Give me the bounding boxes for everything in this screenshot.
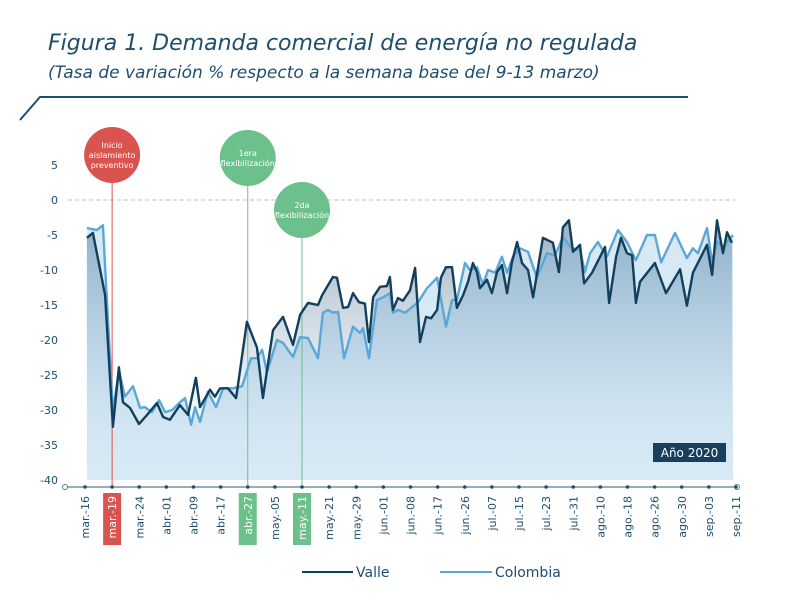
y-tick-label: -25 bbox=[40, 369, 58, 382]
x-tick-mark bbox=[110, 485, 114, 489]
x-tick-mark bbox=[490, 485, 494, 489]
x-tick-label: may.-05 bbox=[269, 496, 282, 540]
event-label: aislamiento bbox=[89, 151, 136, 160]
x-tick-mark bbox=[164, 485, 169, 489]
x-tick-mark bbox=[191, 485, 196, 489]
x-tick-label: ago.-18 bbox=[622, 496, 635, 538]
x-tick-mark bbox=[245, 485, 250, 489]
x-tick-label: jun.-17 bbox=[432, 496, 445, 535]
event-markers: Inicioaislamientopreventivo1eraflexibili… bbox=[84, 127, 330, 487]
y-tick-label: 5 bbox=[51, 159, 58, 172]
x-tick-mark bbox=[273, 485, 277, 489]
x-tick-label: jun.-01 bbox=[377, 496, 390, 535]
y-axis: 5 0 -5 -10 -15 -20 -25 -30 -35 -40 bbox=[40, 159, 58, 487]
legend-label-colombia: Colombia bbox=[495, 565, 561, 581]
x-tick-mark bbox=[408, 485, 413, 489]
y-tick-label: -40 bbox=[40, 474, 58, 487]
x-tick-label: jul.-31 bbox=[567, 496, 580, 532]
x-tick-label: jul.-15 bbox=[513, 496, 526, 532]
x-tick-mark bbox=[381, 485, 386, 489]
series-line-valle bbox=[86, 219, 733, 428]
event-label: 2da bbox=[294, 201, 309, 210]
y-tick-label: -20 bbox=[40, 334, 58, 347]
x-tick-label: abr.-17 bbox=[215, 496, 228, 535]
y-tick-label: -30 bbox=[40, 404, 58, 417]
x-tick-mark bbox=[571, 485, 576, 489]
x-tick-label: abr.-01 bbox=[160, 496, 173, 535]
x-tick-mark bbox=[598, 485, 603, 489]
x-axis: mar.-16 mar.-19 mar.-24 abr.-01 abr.-09 abr.-… bbox=[62, 484, 743, 545]
x-tick-label: ago.-10 bbox=[594, 496, 607, 538]
chart-title: Figura 1. Demanda comercial de energía n… bbox=[48, 31, 637, 56]
area-colombia bbox=[86, 225, 734, 480]
x-tick-label: sep.-03 bbox=[703, 496, 716, 537]
y-tick-label: -15 bbox=[40, 299, 58, 312]
x-tick-label: abr.-09 bbox=[188, 496, 201, 535]
x-tick-label: mar.-16 bbox=[79, 496, 92, 538]
x-tick-highlight bbox=[103, 493, 122, 545]
x-tick-mark bbox=[625, 485, 630, 489]
x-tick-mark bbox=[137, 485, 142, 489]
year-badge-label: Año 2020 bbox=[661, 446, 719, 460]
legend-label-valle: Valle bbox=[356, 565, 389, 581]
x-tick-label: ago.-30 bbox=[676, 496, 689, 538]
series-lines bbox=[86, 219, 734, 428]
x-tick-label: jun.-26 bbox=[459, 496, 472, 535]
event-label: 1era bbox=[239, 149, 257, 158]
x-tick-label: abr.-27 bbox=[242, 496, 255, 535]
x-tick-label: mar.-24 bbox=[133, 496, 146, 538]
x-tick-label: jun.-08 bbox=[405, 496, 418, 535]
event-circle bbox=[84, 127, 141, 183]
x-tick-label: may.-29 bbox=[350, 496, 363, 540]
x-tick-mark bbox=[734, 485, 738, 489]
y-tick-label: -10 bbox=[40, 264, 58, 277]
event-label: flexibilización bbox=[221, 158, 275, 168]
event-circle bbox=[219, 130, 276, 186]
y-tick-label: -5 bbox=[47, 229, 58, 242]
x-tick-highlight bbox=[238, 493, 257, 545]
x-tick-mark bbox=[435, 485, 440, 489]
x-tick-label: may.-21 bbox=[323, 496, 336, 540]
header-rule bbox=[19, 96, 688, 121]
x-tick-label: sep.-11 bbox=[730, 496, 743, 537]
x-axis-start-cap bbox=[62, 484, 68, 490]
x-tick-mark bbox=[327, 485, 331, 489]
x-tick-mark bbox=[707, 485, 711, 489]
x-tick-label: mar.-19 bbox=[106, 496, 119, 538]
x-tick-mark bbox=[83, 485, 87, 489]
x-tick-highlight bbox=[293, 493, 311, 545]
x-tick-mark bbox=[300, 485, 304, 489]
event-circle bbox=[274, 182, 330, 238]
event-label: Inicio bbox=[102, 141, 123, 150]
x-tick-mark bbox=[218, 485, 223, 489]
x-tick-label: jul.-23 bbox=[540, 496, 553, 532]
y-tick-label: 0 bbox=[51, 194, 58, 207]
x-tick-mark bbox=[462, 485, 467, 489]
x-tick-mark bbox=[544, 485, 548, 489]
x-tick-label: may.-11 bbox=[296, 496, 309, 540]
event-label: preventivo bbox=[91, 161, 134, 170]
chart-subtitle: (Tasa de variación % respecto a la seman… bbox=[48, 63, 600, 83]
x-tick-label: jul.-07 bbox=[486, 496, 499, 532]
y-tick-label: -35 bbox=[40, 439, 58, 452]
x-tick-mark bbox=[679, 485, 684, 489]
x-tick-label: ago.-26 bbox=[649, 496, 662, 538]
legend: Valle Colombia bbox=[302, 565, 561, 581]
x-tick-mark bbox=[517, 485, 521, 489]
x-tick-mark bbox=[652, 485, 657, 489]
year-badge: Año 2020 bbox=[653, 443, 726, 462]
event-label: flexibilización bbox=[275, 210, 329, 220]
x-tick-mark bbox=[354, 485, 359, 489]
